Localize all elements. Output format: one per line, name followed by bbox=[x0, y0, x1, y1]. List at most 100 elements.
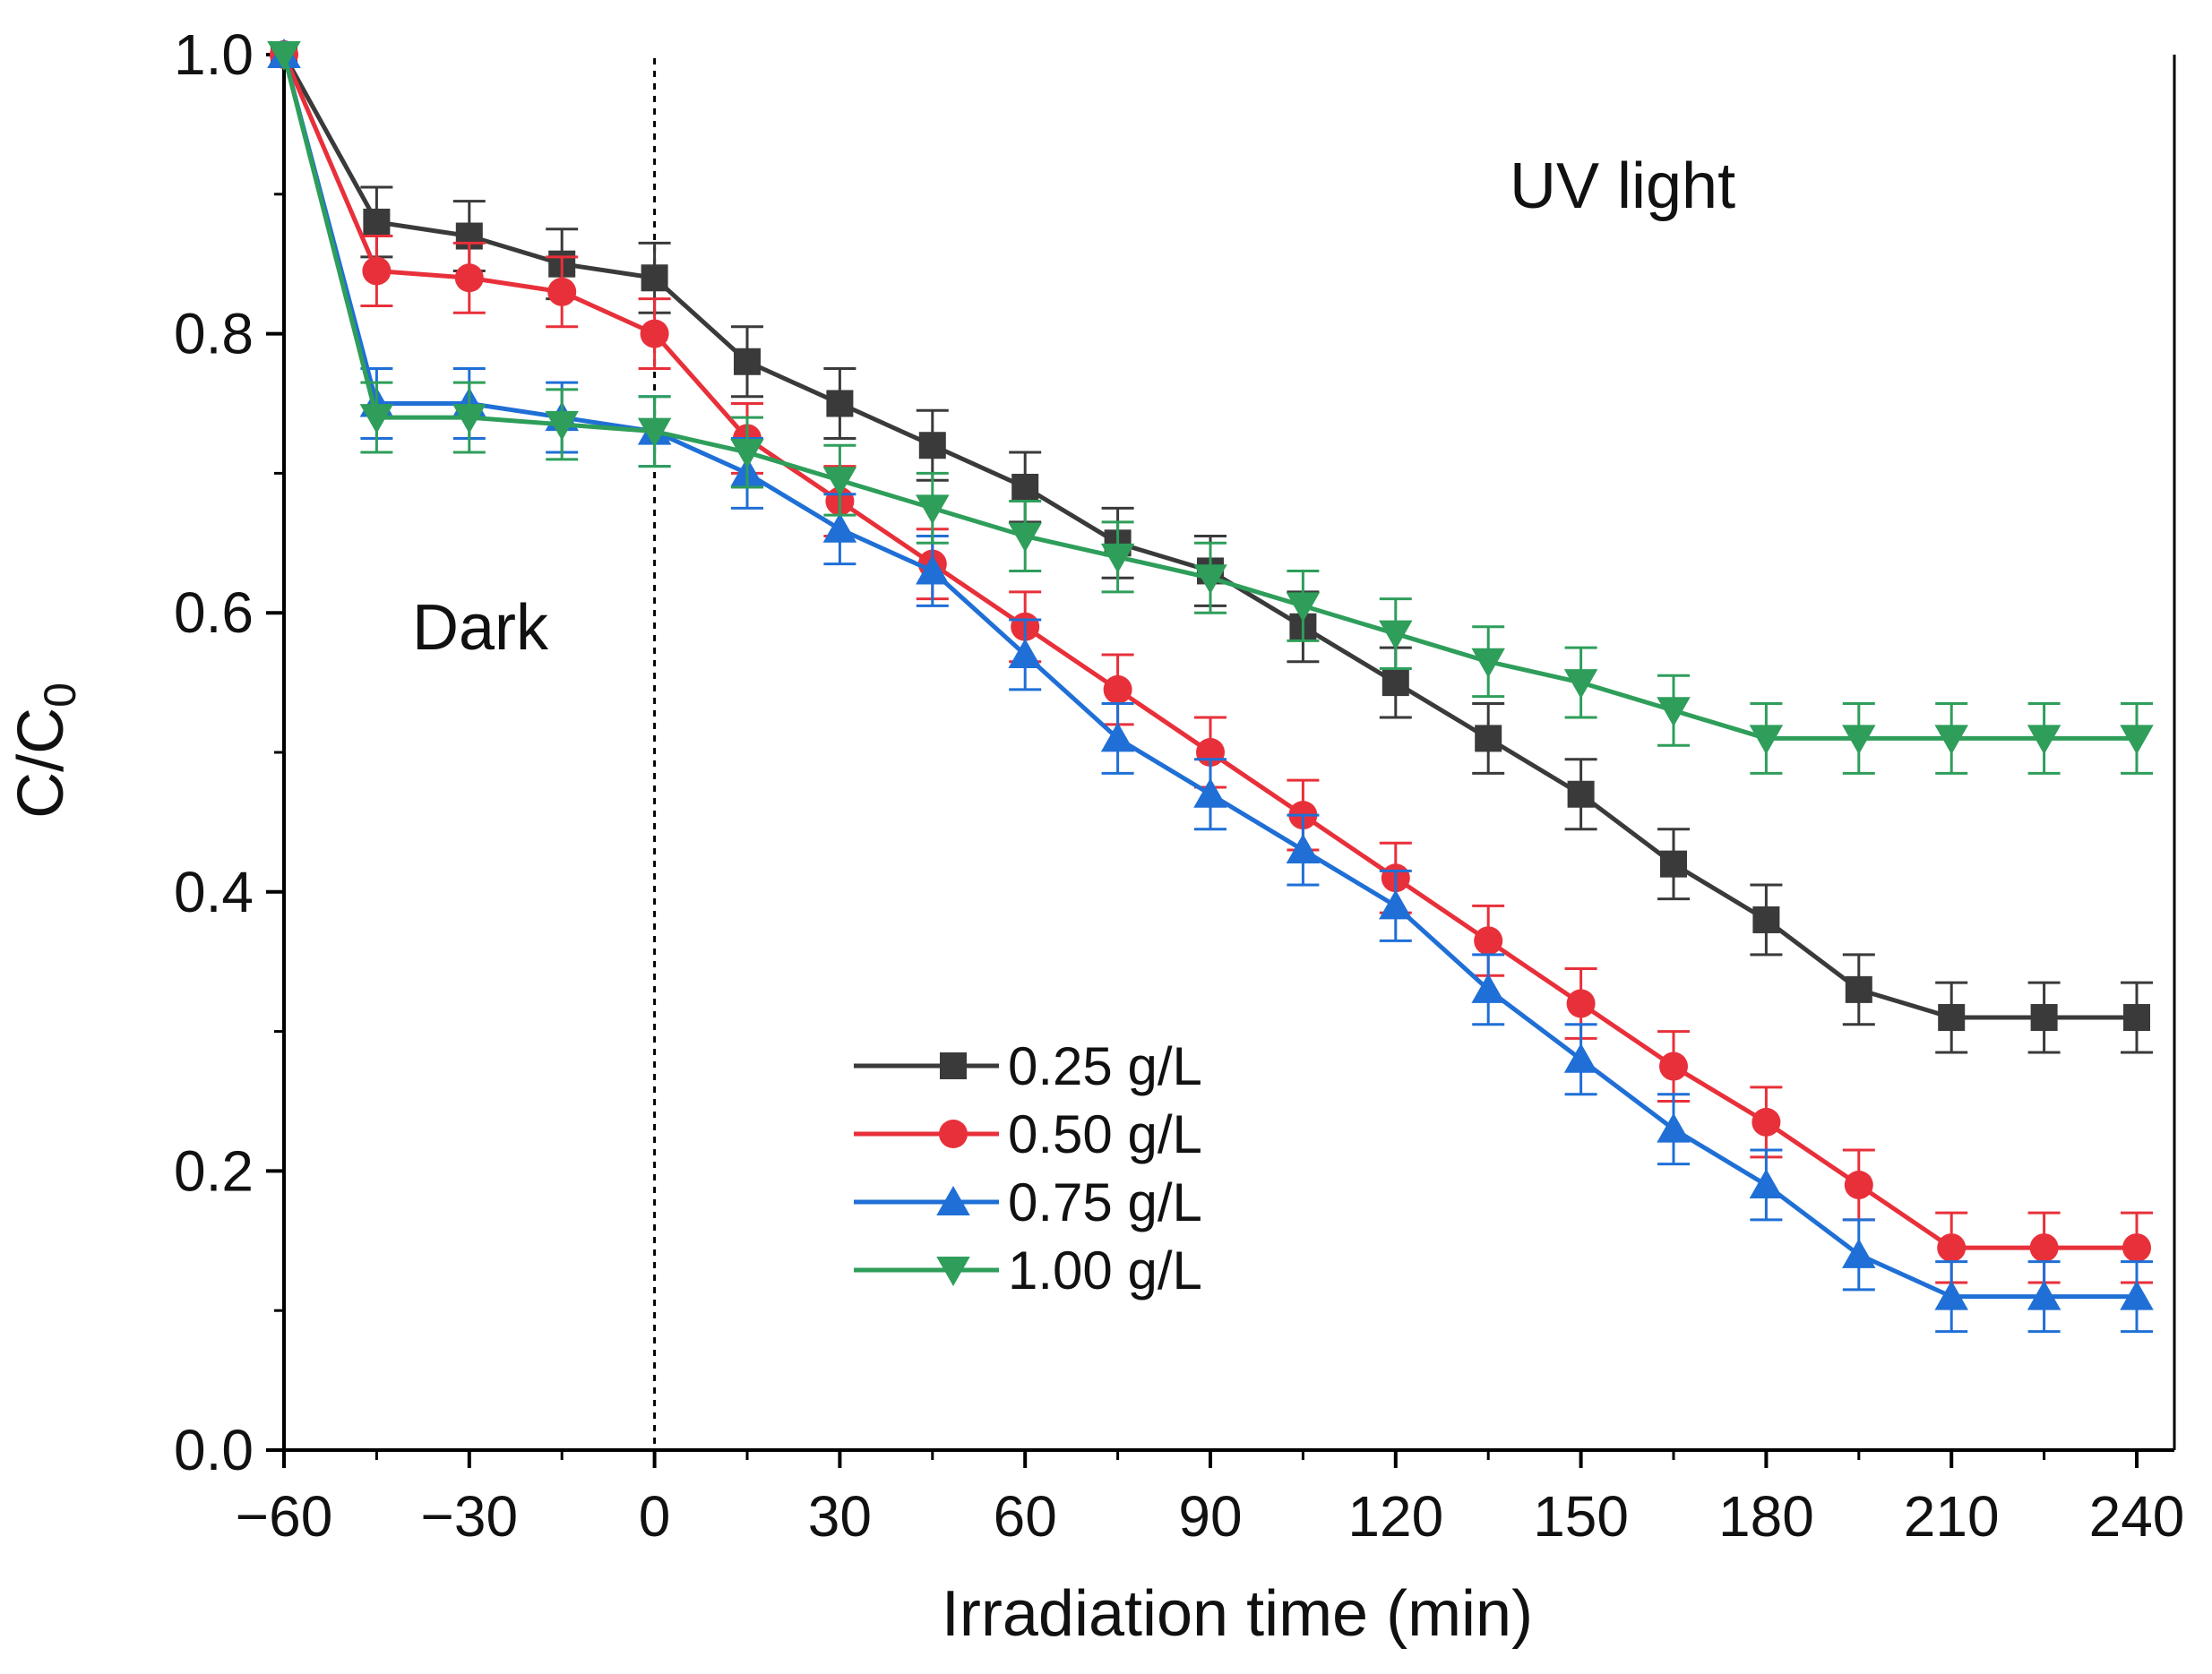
legend-item: 1.00 g/L bbox=[854, 1240, 1202, 1301]
data-point bbox=[362, 256, 392, 286]
legend: 0.25 g/L 0.50 g/L 0.75 g/L 1.00 g/L bbox=[854, 1036, 1202, 1301]
data-point bbox=[1475, 725, 1502, 752]
y-tick-label: 0.2 bbox=[174, 1138, 254, 1203]
data-point bbox=[640, 319, 669, 348]
data-point bbox=[2027, 725, 2061, 755]
y-axis-title-main: C/C bbox=[5, 708, 77, 819]
data-point bbox=[1100, 722, 1135, 752]
legend-label: 0.25 g/L bbox=[1008, 1036, 1202, 1096]
data-point bbox=[267, 41, 301, 71]
uv-light-label: UV light bbox=[1510, 150, 1735, 222]
data-point bbox=[734, 348, 761, 375]
dark-label: Dark bbox=[412, 592, 549, 664]
data-point bbox=[547, 277, 577, 306]
data-point bbox=[359, 404, 394, 434]
data-point bbox=[1749, 1168, 1784, 1198]
legend-item: 0.75 g/L bbox=[854, 1172, 1202, 1232]
x-tick-label: 90 bbox=[1178, 1484, 1242, 1549]
y-tick-label: 0.4 bbox=[174, 860, 254, 924]
data-point bbox=[1563, 1043, 1598, 1073]
x-tick-label: 120 bbox=[1347, 1484, 1443, 1549]
data-point bbox=[2029, 1233, 2059, 1263]
legend-item: 0.25 g/L bbox=[854, 1036, 1202, 1096]
data-point bbox=[1379, 889, 1413, 920]
data-point bbox=[1752, 1107, 1781, 1137]
x-tick-label: 150 bbox=[1533, 1484, 1629, 1549]
data-point bbox=[1934, 1280, 1968, 1310]
data-point bbox=[916, 554, 950, 585]
data-point bbox=[1381, 669, 1409, 697]
legend-label: 0.50 g/L bbox=[1008, 1104, 1202, 1164]
x-tick-label: 210 bbox=[1904, 1484, 2000, 1549]
data-point bbox=[1845, 975, 1872, 1003]
data-point bbox=[1934, 725, 1968, 755]
data-point bbox=[2120, 725, 2154, 755]
data-point bbox=[1008, 638, 1042, 668]
x-tick-label: 30 bbox=[808, 1484, 872, 1549]
data-point bbox=[1379, 620, 1413, 650]
data-point bbox=[822, 512, 857, 543]
data-point bbox=[1938, 1004, 1966, 1032]
data-point bbox=[916, 494, 950, 525]
data-point bbox=[1193, 777, 1227, 808]
series-layer bbox=[267, 39, 2154, 1334]
y-axis-title-subscript: 0 bbox=[35, 682, 85, 708]
x-tick-label: 240 bbox=[2089, 1484, 2185, 1549]
data-point bbox=[545, 410, 579, 441]
data-point bbox=[1008, 522, 1042, 553]
x-tick-label: 0 bbox=[639, 1484, 671, 1549]
legend-item: 0.50 g/L bbox=[854, 1104, 1202, 1164]
y-tick-label: 1.0 bbox=[174, 22, 254, 87]
x-tick-label: 60 bbox=[994, 1484, 1057, 1549]
data-point bbox=[1844, 1170, 1873, 1199]
y-axis-title: C/C0 bbox=[5, 682, 85, 819]
data-point bbox=[2027, 1280, 2061, 1310]
data-point bbox=[2030, 1004, 2058, 1032]
data-point bbox=[2120, 1280, 2154, 1310]
data-point bbox=[1474, 926, 1503, 956]
data-point bbox=[918, 432, 946, 459]
data-point bbox=[1657, 1112, 1691, 1143]
data-point bbox=[1563, 669, 1598, 700]
x-tick-label: −60 bbox=[236, 1484, 333, 1549]
data-point bbox=[939, 1120, 968, 1148]
x-tick-label: −30 bbox=[421, 1484, 519, 1549]
data-point bbox=[1567, 780, 1595, 808]
data-point bbox=[1103, 674, 1132, 704]
y-tick-label: 0.0 bbox=[174, 1418, 254, 1482]
data-point bbox=[2122, 1233, 2151, 1263]
data-point bbox=[454, 263, 484, 293]
data-point bbox=[637, 417, 672, 448]
data-point bbox=[1566, 989, 1596, 1018]
data-point bbox=[936, 1257, 970, 1286]
x-axis-ticks: −60 −30 0 30 60 90 120 150 180 210 240 bbox=[236, 1450, 2185, 1549]
y-axis-ticks: 0.0 0.2 0.4 0.6 0.8 1.0 bbox=[174, 22, 284, 1482]
data-point bbox=[826, 390, 854, 417]
data-point bbox=[822, 467, 857, 497]
x-axis-title: Irradiation time (min) bbox=[942, 1578, 1533, 1650]
data-point bbox=[1659, 1052, 1688, 1081]
data-point bbox=[1752, 906, 1780, 933]
y-tick-label: 0.6 bbox=[174, 580, 254, 645]
data-point bbox=[1937, 1233, 1967, 1263]
data-point bbox=[452, 404, 486, 434]
legend-label: 1.00 g/L bbox=[1008, 1240, 1202, 1301]
data-point bbox=[1842, 1238, 1876, 1268]
data-point bbox=[1657, 697, 1691, 727]
data-point bbox=[940, 1052, 967, 1079]
data-point bbox=[363, 208, 391, 236]
data-point bbox=[1842, 725, 1876, 755]
data-point bbox=[1193, 564, 1227, 595]
legend-label: 0.75 g/L bbox=[1008, 1172, 1202, 1232]
data-point bbox=[1471, 648, 1505, 678]
data-point bbox=[1011, 473, 1039, 501]
data-point bbox=[1286, 592, 1321, 622]
x-tick-label: 180 bbox=[1718, 1484, 1814, 1549]
series-1-00-g-L bbox=[267, 41, 2154, 775]
data-point bbox=[1471, 973, 1505, 1003]
data-point bbox=[1749, 725, 1784, 755]
data-point bbox=[1100, 543, 1135, 573]
data-point bbox=[730, 439, 764, 469]
